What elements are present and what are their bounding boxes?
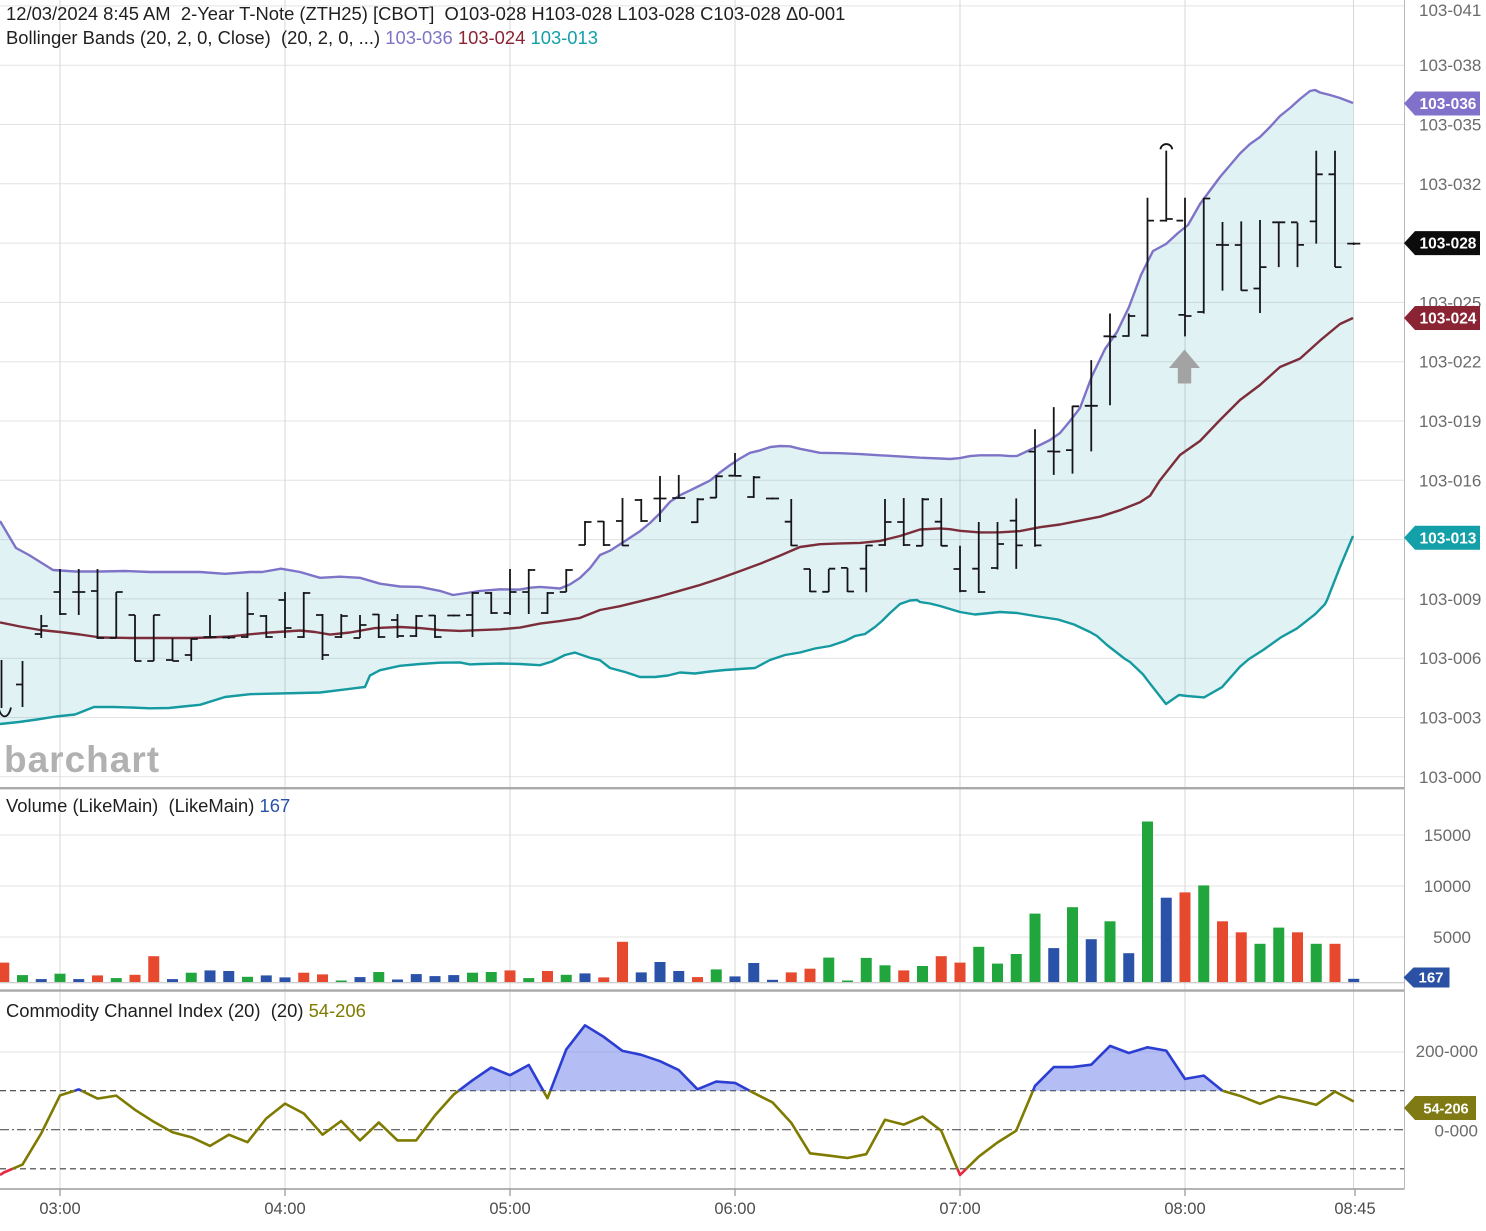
svg-text:10000: 10000 xyxy=(1424,877,1471,896)
svg-text:200-000: 200-000 xyxy=(1416,1042,1478,1061)
svg-text:12/03/2024 8:45 AM 2-Year T-N: 12/03/2024 8:45 AM 2-Year T-Note (ZTH25)… xyxy=(6,3,845,24)
svg-text:05:00: 05:00 xyxy=(489,1200,530,1218)
svg-text:103-036: 103-036 xyxy=(1420,96,1477,113)
svg-text:103-041: 103-041 xyxy=(1419,1,1481,20)
svg-text:167: 167 xyxy=(1418,970,1443,987)
svg-text:barchart: barchart xyxy=(4,739,160,780)
svg-text:103-038: 103-038 xyxy=(1419,56,1481,75)
svg-text:103-019: 103-019 xyxy=(1419,412,1481,431)
svg-text:07:00: 07:00 xyxy=(939,1200,980,1218)
svg-text:103-000: 103-000 xyxy=(1419,768,1481,787)
svg-text:04:00: 04:00 xyxy=(264,1200,305,1218)
svg-text:08:00: 08:00 xyxy=(1164,1200,1205,1218)
svg-text:103-032: 103-032 xyxy=(1419,175,1481,194)
svg-text:103-035: 103-035 xyxy=(1419,116,1481,135)
svg-text:06:00: 06:00 xyxy=(714,1200,755,1218)
svg-text:103-003: 103-003 xyxy=(1419,709,1481,728)
svg-text:103-013: 103-013 xyxy=(1420,530,1477,547)
svg-text:0-000: 0-000 xyxy=(1435,1122,1478,1141)
svg-text:03:00: 03:00 xyxy=(39,1200,80,1218)
svg-text:103-009: 103-009 xyxy=(1419,590,1481,609)
svg-text:103-028: 103-028 xyxy=(1420,236,1477,253)
svg-text:5000: 5000 xyxy=(1433,928,1471,947)
svg-text:15000: 15000 xyxy=(1424,826,1471,845)
svg-text:54-206: 54-206 xyxy=(1423,1102,1468,1118)
svg-text:Bollinger Bands (20, 2, 0, Clo: Bollinger Bands (20, 2, 0, Close) (20, 2… xyxy=(6,27,598,48)
svg-text:103-022: 103-022 xyxy=(1419,353,1481,372)
svg-text:08:45: 08:45 xyxy=(1334,1200,1375,1218)
svg-text:Commodity Channel Index (20): Commodity Channel Index (20) (20) 54-206 xyxy=(6,1000,366,1021)
svg-text:103-006: 103-006 xyxy=(1419,649,1481,668)
svg-text:Volume (LikeMain) (LikeMain): Volume (LikeMain) (LikeMain) 167 xyxy=(6,795,290,816)
svg-text:103-024: 103-024 xyxy=(1420,311,1477,328)
svg-text:103-016: 103-016 xyxy=(1419,471,1481,490)
